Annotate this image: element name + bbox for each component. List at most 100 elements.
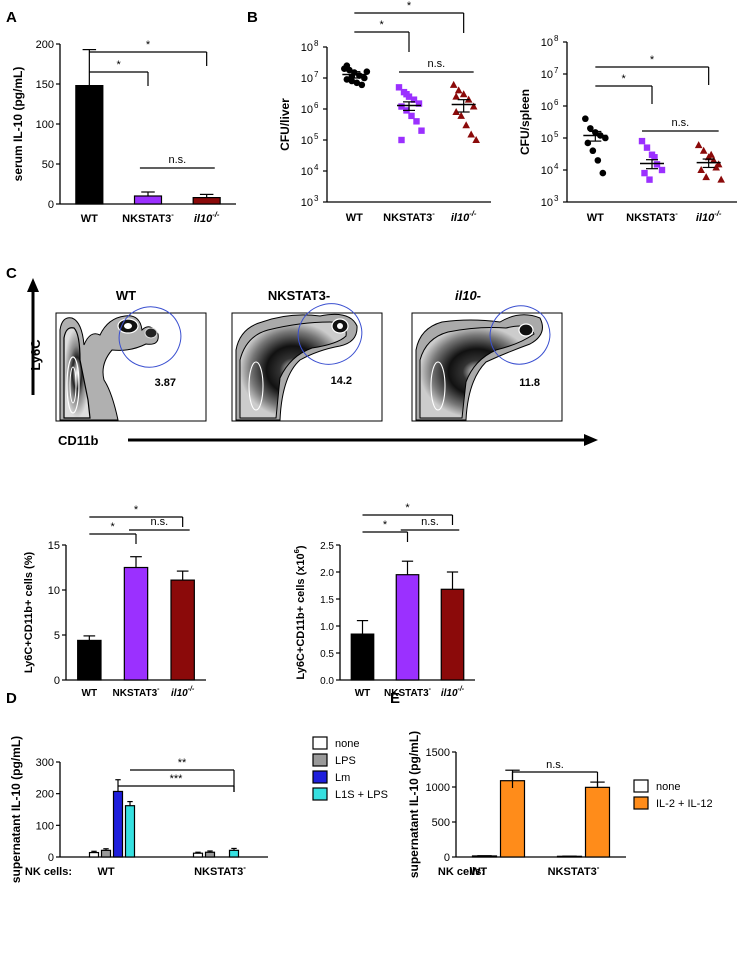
y-tick-exponent: 3 [554, 194, 559, 203]
data-point [702, 173, 710, 181]
significance-label: n.s. [671, 117, 689, 129]
y-tick-label: 1.0 [320, 622, 334, 633]
legend-swatch [312, 787, 328, 801]
legend-label: L1S + LPS [335, 789, 388, 801]
panel-letter-c: C [6, 265, 17, 282]
y-axis-label: CFU/liver [278, 98, 292, 151]
data-point [449, 80, 458, 88]
flow-title-il10: il10- [455, 288, 481, 303]
x-tick-label: WT [346, 212, 363, 224]
x-tick-label: il10-/- [451, 209, 477, 224]
data-point [403, 91, 410, 98]
bar [77, 639, 102, 681]
y-tick-label: 10 [301, 166, 313, 178]
data-point [638, 137, 646, 145]
x-tick-label: WT [355, 688, 371, 699]
y-tick-label: 10 [301, 73, 313, 85]
panel-letter-d: D [6, 690, 17, 707]
bar [584, 786, 611, 858]
data-point [418, 127, 425, 134]
bar [471, 855, 498, 858]
data-point [415, 100, 423, 107]
bar [170, 579, 195, 681]
x-tick-label: NKSTAT3- [384, 686, 432, 699]
significance-label: * [405, 502, 410, 514]
significance-label: n.s. [150, 516, 168, 528]
y-tick-label: 0.5 [320, 649, 334, 660]
chart-d: 0 100 200 300 supernatant IL-10 (pg/mL) WT NKS… [9, 736, 388, 883]
data-point [398, 103, 405, 110]
cd11b-arrow-head [584, 434, 598, 446]
legend-swatch [312, 770, 328, 784]
x-tick-label: NKSTAT3- [626, 209, 678, 224]
y-tick-exponent: 8 [314, 39, 319, 48]
significance-label: ** [178, 757, 187, 769]
ly6c-axis-label: Ly6C [28, 339, 43, 371]
x-tick-label: il10-/- [194, 210, 220, 225]
y-axis-label: CFU/spleen [518, 89, 532, 155]
y-tick-exponent: 7 [314, 70, 319, 79]
group-label: WT [97, 866, 114, 878]
data-point [587, 125, 594, 132]
y-axis-label: serum IL-10 (pg/mL) [11, 67, 25, 182]
bar [123, 566, 149, 681]
y-tick-exponent: 3 [314, 194, 319, 203]
y-axis-label: supernatant IL-10 (pg/mL) [9, 736, 23, 883]
significance-label: n.s. [427, 58, 445, 70]
data-point [707, 150, 715, 158]
data-point [361, 74, 368, 82]
cd11b-axis-label: CD11b [58, 433, 99, 448]
gate-value-il10: 11.8 [519, 377, 540, 389]
data-point [472, 136, 480, 143]
y-tick-label: 10 [541, 101, 553, 113]
y-axis-label: Ly6C+CD11b+ cells (x106) [292, 545, 307, 679]
x-tick-label: NKSTAT3- [113, 686, 161, 699]
bar [228, 849, 240, 858]
data-point [658, 166, 666, 174]
bar [395, 574, 420, 681]
data-point [459, 90, 468, 98]
panel-letter-b: B [247, 9, 258, 26]
y-tick-exponent: 8 [554, 34, 559, 43]
significance-label: * [407, 0, 412, 12]
flow-plot-nkstat3: NKSTAT3- 14.2 [231, 288, 383, 422]
data-point [358, 81, 366, 89]
data-point [454, 86, 463, 94]
significance-label: * [622, 73, 627, 85]
y-tick-label: 0.0 [320, 676, 334, 687]
bar [499, 780, 526, 858]
significance-label: * [146, 39, 151, 51]
data-point [395, 84, 403, 91]
flow-title-nkstat3: NKSTAT3- [268, 288, 330, 303]
nk-cells-label: NK cells: [438, 866, 485, 878]
y-tick-label: 10 [541, 165, 553, 177]
y-tick-label: 500 [432, 817, 450, 829]
y-tick-label: 0 [54, 675, 60, 687]
y-tick-label: 10 [541, 133, 553, 145]
x-tick-label: WT [587, 212, 604, 224]
data-point [353, 79, 361, 87]
bar [112, 790, 124, 858]
y-tick-label: 150 [36, 79, 54, 91]
legend-label: none [656, 781, 680, 793]
flow-cytometry-panel: Ly6C CD11b WT 3.87 NKSTAT3- [27, 278, 598, 448]
y-tick-label: 10 [541, 37, 553, 49]
data-point [643, 144, 651, 151]
gate-wt [118, 306, 182, 368]
x-tick-label: il10-/- [171, 686, 195, 699]
legend-label: Lm [335, 772, 350, 784]
data-point [413, 118, 420, 125]
data-point [452, 92, 460, 100]
y-tick-label: 10 [541, 197, 553, 209]
gate-nkstat3 [297, 303, 363, 365]
y-tick-label: 10 [48, 585, 60, 597]
bar [75, 84, 104, 205]
data-point [452, 108, 460, 116]
bar [133, 195, 163, 205]
x-tick-label: WT [82, 688, 98, 699]
flow-plot-wt: WT 3.87 [55, 288, 207, 422]
significance-label: * [383, 519, 388, 531]
bar [556, 855, 583, 858]
